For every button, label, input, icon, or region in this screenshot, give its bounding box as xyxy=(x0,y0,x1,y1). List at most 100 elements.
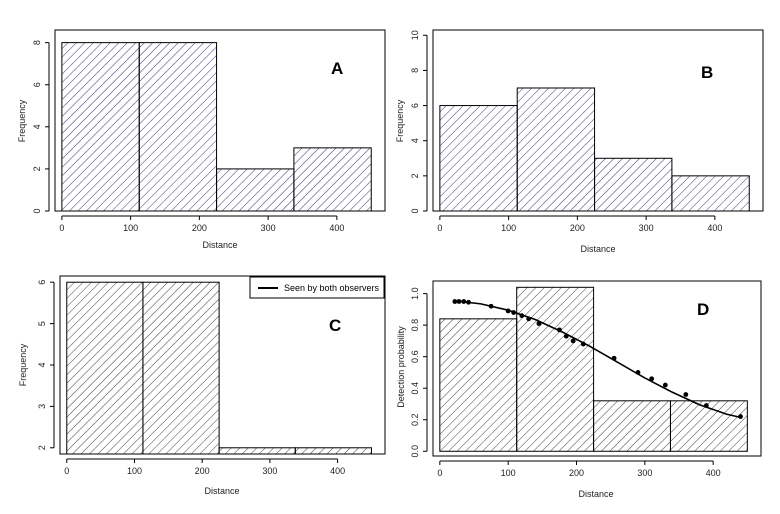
data-point xyxy=(563,333,569,339)
data-point xyxy=(738,414,743,419)
y-tick-label: 6 xyxy=(410,103,420,108)
y-tick-label: 4 xyxy=(410,138,420,143)
y-tick-label: 10 xyxy=(410,30,420,40)
histogram-bar xyxy=(594,157,673,212)
y-tick-label: 0.8 xyxy=(410,319,420,332)
legend-box xyxy=(249,276,385,299)
legend: Seen by both observers xyxy=(249,276,385,299)
data-point xyxy=(519,313,525,319)
histogram-bar xyxy=(439,105,518,212)
x-tick-label: 300 xyxy=(637,468,652,478)
data-point xyxy=(466,299,471,305)
data-point xyxy=(662,382,668,388)
data-point xyxy=(580,341,586,347)
histogram-panel-c: 0 100 200 300 400 2 3 4 5 6 Distance Frequency C… xyxy=(18,275,386,496)
histogram-panel-d: 0 100 200 300 400 0.0 0.2 0.4 0.6 0.8 1.0 Distanc… xyxy=(396,280,762,499)
y-tick-label: 0.6 xyxy=(410,350,420,363)
x-tick-label: 400 xyxy=(329,223,344,233)
y-tick-label: 2 xyxy=(410,173,420,178)
histogram-bar xyxy=(61,42,140,212)
histogram-bar xyxy=(66,281,144,455)
y-tick-label: 6 xyxy=(37,280,47,285)
data-point xyxy=(635,370,641,375)
y-tick-label: 0.0 xyxy=(410,445,420,458)
y-tick-label: 4 xyxy=(37,362,47,367)
y-tick-label: 2 xyxy=(37,445,47,450)
y-tick-label: 1.0 xyxy=(410,287,420,300)
data-point xyxy=(683,392,689,397)
histogram-bar xyxy=(218,447,296,455)
x-tick-label: 300 xyxy=(261,223,276,233)
y-tick-label: 8 xyxy=(410,68,420,73)
histogram-panel-b: 0 100 200 300 400 0 2 4 6 8 10 Distance Frequency… xyxy=(395,29,764,254)
data-point xyxy=(611,355,617,361)
y-tick-label: 4 xyxy=(32,124,42,129)
data-point xyxy=(526,316,532,322)
x-tick-label: 300 xyxy=(262,466,277,476)
histogram-bar xyxy=(294,447,372,455)
data-point xyxy=(511,310,517,315)
y-tick-label: 0.2 xyxy=(410,413,420,426)
y-tick-label: 0 xyxy=(410,208,420,213)
x-axis-title: Distance xyxy=(580,244,615,254)
histogram-bar xyxy=(142,281,220,455)
x-tick-label: 400 xyxy=(330,466,345,476)
x-tick-label: 100 xyxy=(501,468,516,478)
panel-label: A xyxy=(331,59,343,78)
histogram-bar xyxy=(593,400,671,452)
histogram-bar xyxy=(671,175,750,212)
data-point xyxy=(452,299,458,304)
y-tick-label: 3 xyxy=(37,404,47,409)
x-tick-label: 400 xyxy=(707,223,722,233)
x-tick-label: 0 xyxy=(437,468,442,478)
x-tick-label: 400 xyxy=(706,468,721,478)
data-point xyxy=(570,338,576,344)
panel-label: B xyxy=(701,63,713,82)
x-tick-label: 200 xyxy=(195,466,210,476)
y-tick-label: 5 xyxy=(37,321,47,326)
x-axis-title: Distance xyxy=(204,486,239,496)
x-tick-label: 100 xyxy=(127,466,142,476)
x-tick-label: 0 xyxy=(437,223,442,233)
histogram-panel-a: 0 100 200 300 400 0 2 4 6 8 Distance Frequency A xyxy=(17,29,386,250)
histogram-bar xyxy=(293,147,372,212)
x-tick-label: 100 xyxy=(123,223,138,233)
y-tick-label: 0.4 xyxy=(410,382,420,395)
x-tick-label: 200 xyxy=(570,223,585,233)
data-point xyxy=(536,321,542,326)
y-tick-label: 2 xyxy=(32,166,42,171)
data-point xyxy=(461,299,467,304)
data-point xyxy=(649,376,655,382)
data-point xyxy=(488,303,494,309)
data-point xyxy=(557,327,562,333)
y-tick-label: 8 xyxy=(32,40,42,45)
histogram-bar xyxy=(439,318,518,452)
y-tick-label: 0 xyxy=(32,208,42,213)
y-tick-label: 6 xyxy=(32,82,42,87)
y-axis-title: Frequency xyxy=(395,99,405,142)
legend-entry: Seen by both observers xyxy=(284,283,380,293)
histogram-bar xyxy=(669,400,748,452)
y-axis-title: Frequency xyxy=(18,343,28,386)
x-axis-title: Distance xyxy=(202,240,237,250)
histogram-bar xyxy=(216,168,295,212)
histogram-bar xyxy=(138,42,218,212)
x-tick-label: 200 xyxy=(192,223,207,233)
y-axis-title: Frequency xyxy=(17,99,27,142)
plot-frame xyxy=(432,280,762,457)
x-tick-label: 300 xyxy=(639,223,654,233)
detection-curve xyxy=(453,299,741,419)
histogram-bar xyxy=(516,87,596,212)
x-tick-label: 100 xyxy=(501,223,516,233)
x-tick-label: 200 xyxy=(569,468,584,478)
y-axis-title: Detection probability xyxy=(396,326,406,408)
panel-label: C xyxy=(329,316,341,335)
data-point xyxy=(505,308,511,314)
x-tick-label: 0 xyxy=(59,223,64,233)
histogram-bar xyxy=(516,286,595,452)
data-point xyxy=(703,403,709,408)
x-tick-label: 0 xyxy=(64,466,69,476)
data-point xyxy=(456,299,462,304)
panel-label: D xyxy=(697,300,709,319)
